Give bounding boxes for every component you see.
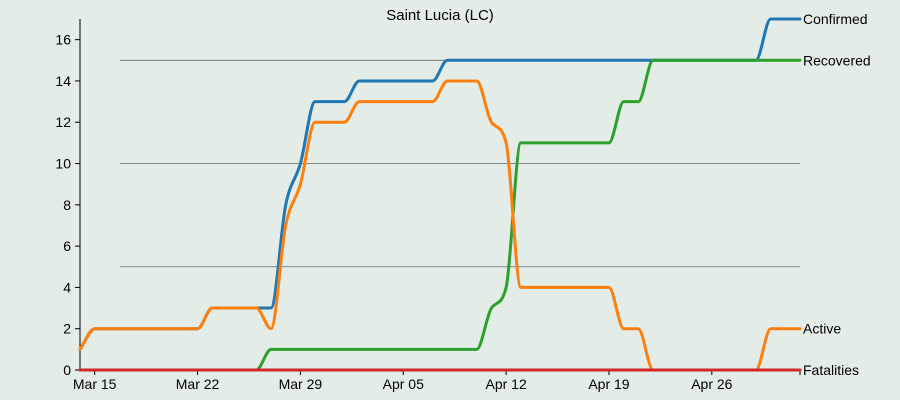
series-line-recovered <box>78 58 802 372</box>
x-tick-label: Apr 19 <box>588 376 629 392</box>
series-labels: Confirmed Recovered Active Fatalities <box>803 11 871 378</box>
y-tick-label: 0 <box>63 362 71 378</box>
y-tick-label: 8 <box>63 197 71 213</box>
x-ticks: Mar 15 Mar 22 Mar 29 Apr 05 Apr 12 Apr 19 Apr … <box>73 370 801 392</box>
x-tick-label: Apr 26 <box>691 376 732 392</box>
y-tick-label: 6 <box>63 238 71 254</box>
chart-title: Saint Lucia (LC) <box>386 7 494 24</box>
series-line-active <box>78 79 802 372</box>
x-tick-label: Apr 12 <box>485 376 526 392</box>
y-tick-label: 12 <box>55 114 71 130</box>
y-tick-label: 16 <box>55 32 71 48</box>
x-tick-label: Apr 05 <box>383 376 424 392</box>
series-label-fatalities: Fatalities <box>803 362 859 378</box>
series-label-recovered: Recovered <box>803 52 871 68</box>
x-tick-label: Mar 29 <box>279 376 323 392</box>
y-ticks: 0 2 4 6 8 10 12 14 16 <box>55 32 80 378</box>
series-lines <box>78 17 802 372</box>
series-label-confirmed: Confirmed <box>803 11 868 27</box>
y-tick-label: 4 <box>63 279 71 295</box>
y-tick-label: 14 <box>55 73 71 89</box>
x-tick-label: Mar 22 <box>176 376 220 392</box>
gridlines <box>120 59 800 268</box>
series-line-confirmed <box>78 17 802 351</box>
series-label-active: Active <box>803 321 841 337</box>
y-tick-label: 10 <box>55 156 71 172</box>
x-tick-label: Mar 15 <box>73 376 117 392</box>
y-tick-label: 2 <box>63 321 71 337</box>
